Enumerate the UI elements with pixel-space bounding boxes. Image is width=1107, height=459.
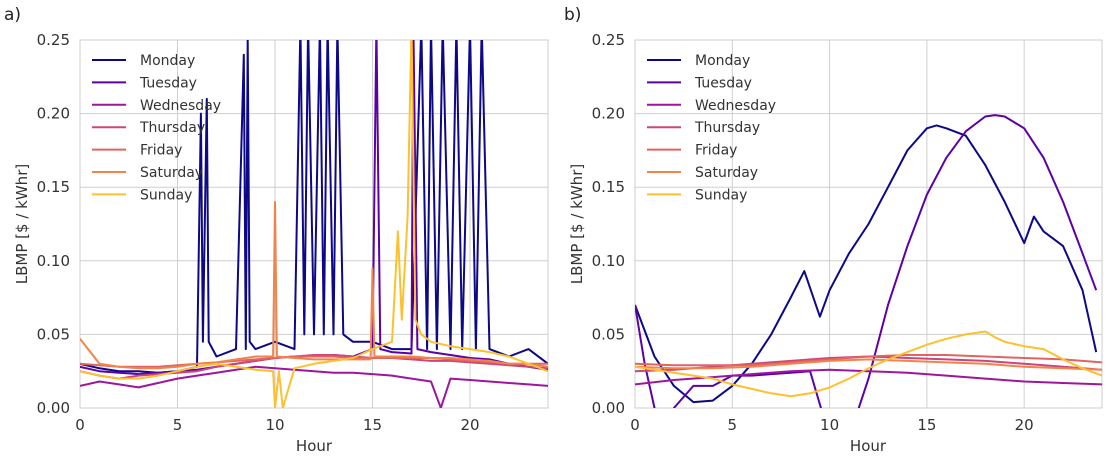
legend-label: Thursday [139, 120, 205, 136]
series-line-thursday [80, 354, 548, 380]
series-line-friday [80, 355, 548, 368]
legend-label: Sunday [695, 187, 747, 203]
x-tick-label: 5 [728, 416, 738, 434]
chart-panel-b: b) 0.00 0.05 0.10 0.15 0.20 0.25 0 5 10 15 20 Mon… [564, 5, 1103, 455]
y-tick-label: 0.10 [37, 252, 70, 270]
grid-a [79, 39, 548, 409]
legend-label: Saturday [695, 165, 758, 181]
legend-label: Wednesday [695, 98, 776, 114]
legend-label: Tuesday [139, 75, 197, 91]
y-tick-label: 0.25 [592, 31, 625, 49]
legend-label: Wednesday [140, 98, 221, 114]
legend-label: Tuesday [694, 75, 752, 91]
y-tick-label: 0.20 [37, 105, 70, 123]
x-tick-label: 5 [173, 416, 183, 434]
legend-label: Friday [695, 143, 737, 159]
x-tick-label: 15 [917, 416, 936, 434]
legend-label: Saturday [140, 165, 203, 181]
x-axis-label-b: Hour [850, 437, 887, 455]
series-line-sunday [80, 40, 548, 408]
x-axis-label-a: Hour [296, 437, 333, 455]
series-line-wednesday [80, 365, 548, 408]
y-tick-label: 0.15 [592, 178, 625, 196]
series-lines-a [80, 40, 548, 408]
series-line-saturday [80, 200, 548, 370]
x-tick-labels-b: 0 5 10 15 20 [630, 416, 1033, 434]
legend-label: Sunday [140, 187, 192, 203]
legend-label: Friday [140, 143, 182, 159]
legend-label: Monday [140, 53, 195, 69]
x-tick-label: 0 [630, 416, 640, 434]
y-tick-labels-a: 0.00 0.05 0.10 0.15 0.20 0.25 [37, 31, 70, 417]
y-tick-label: 0.15 [37, 178, 70, 196]
series-lines-b [635, 114, 1102, 408]
series-line-wednesday [635, 368, 1102, 386]
series-line-monday [635, 124, 1098, 404]
x-tick-label: 10 [820, 416, 839, 434]
legend-b: Monday Tuesday Wednesday Thursday Friday Satu… [647, 53, 776, 203]
y-tick-label: 0.00 [37, 399, 70, 417]
panel-label-a: a) [4, 5, 21, 25]
x-tick-label: 20 [1015, 416, 1034, 434]
y-tick-labels-b: 0.00 0.05 0.10 0.15 0.20 0.25 [592, 31, 625, 417]
x-tick-label: 10 [265, 416, 284, 434]
x-tick-label: 15 [363, 416, 382, 434]
panel-label-b: b) [564, 5, 581, 25]
legend-label: Monday [695, 53, 750, 69]
grid-b [634, 39, 1102, 409]
y-axis-label-b: LBMP [$ / kWhr] [568, 164, 586, 284]
y-axis-label-a: LBMP [$ / kWhr] [13, 164, 31, 284]
series-line-friday [635, 354, 1102, 367]
y-tick-label: 0.10 [592, 252, 625, 270]
y-tick-label: 0.20 [592, 105, 625, 123]
x-tick-labels-a: 0 5 10 15 20 [75, 416, 479, 434]
x-tick-label: 0 [75, 416, 85, 434]
x-tick-label: 20 [460, 416, 479, 434]
chart-panel-a: a) 0.00 0.05 0.10 0.15 0.20 0.25 0 5 10 15 20 Mon… [4, 5, 549, 455]
legend-a: Monday Tuesday Wednesday Thursday Friday Satu… [92, 53, 221, 203]
series-line-tuesday [635, 114, 1098, 408]
y-tick-label: 0.25 [37, 31, 70, 49]
series-line-sunday [635, 330, 1102, 398]
y-tick-label: 0.05 [592, 325, 625, 343]
legend-label: Thursday [694, 120, 760, 136]
y-tick-label: 0.05 [37, 325, 70, 343]
series-line-saturday [635, 358, 1102, 371]
series-line-monday [80, 40, 548, 374]
y-tick-label: 0.00 [592, 399, 625, 417]
